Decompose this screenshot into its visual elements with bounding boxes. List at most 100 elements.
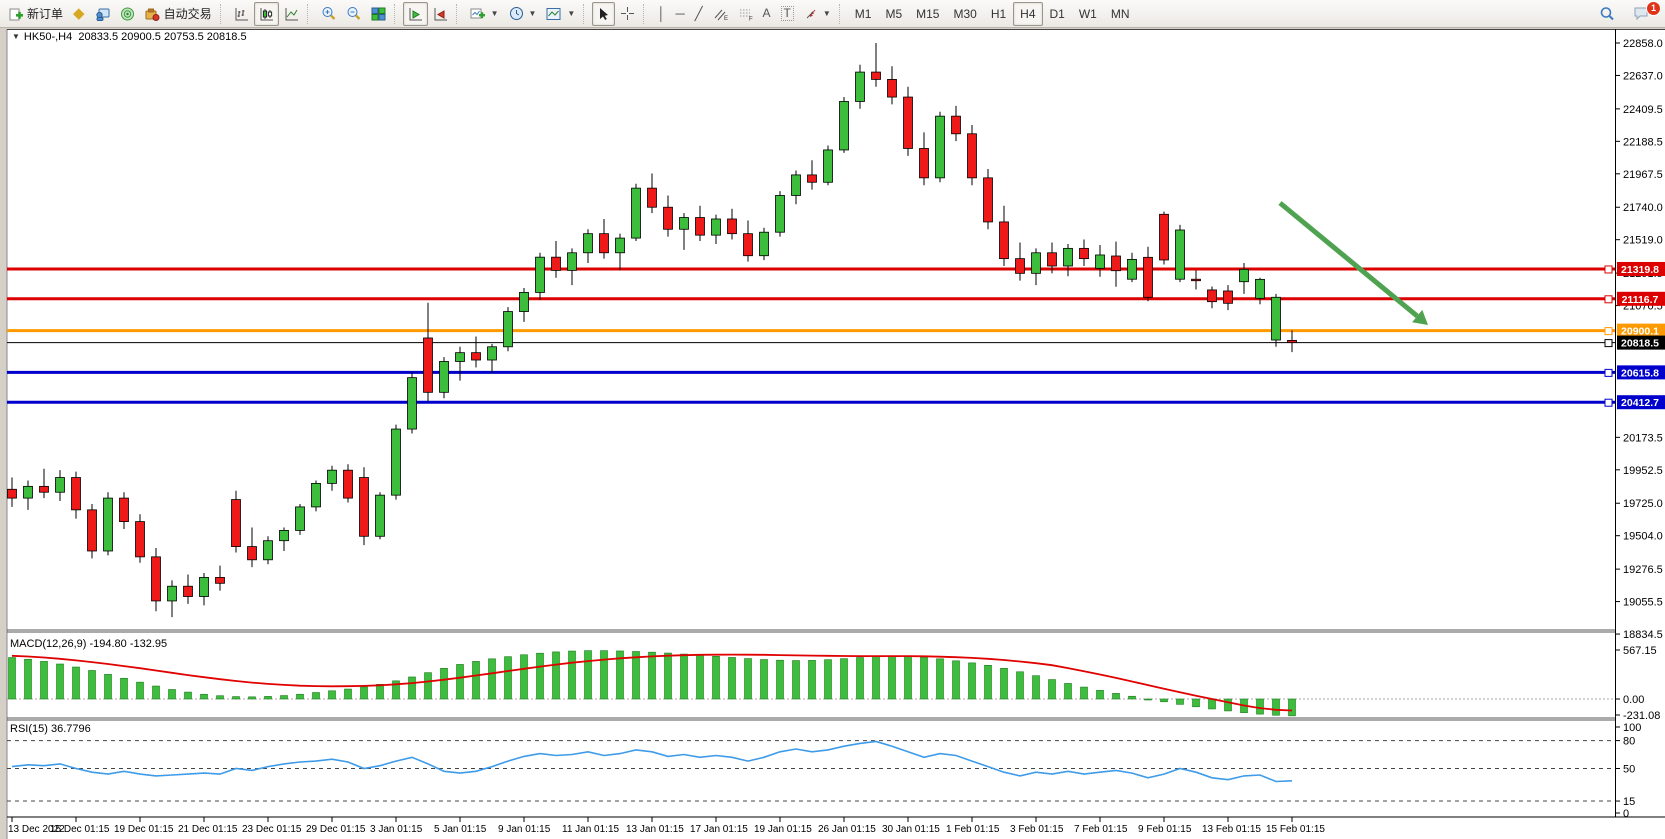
candle-body (391, 428, 401, 496)
price-tag (1617, 365, 1665, 380)
level-line-handle[interactable] (1604, 339, 1613, 348)
candle-body (279, 530, 289, 542)
fibonacci-icon: F (739, 9, 753, 21)
candle-body (887, 79, 897, 98)
timeframe-m1-button[interactable]: M1 (854, 6, 872, 21)
equidistant-channel-button[interactable]: E (708, 2, 733, 26)
chat-button[interactable]: 1 (1628, 0, 1661, 26)
timeframe-h1-button[interactable]: H1 (990, 6, 1007, 21)
text-button[interactable]: A (758, 2, 776, 26)
bar-chart-button[interactable] (229, 2, 254, 26)
timeframe-d1-button[interactable]: D1 (1049, 6, 1065, 21)
price-tag (1617, 261, 1665, 276)
new-chart-dropdown[interactable]: ▼ (465, 2, 504, 26)
auto-scroll-button[interactable] (402, 1, 428, 26)
fibonacci-button[interactable]: F (733, 2, 758, 26)
cursor-button[interactable] (592, 1, 616, 26)
periods-dropdown[interactable]: ▼ (504, 2, 542, 26)
candle-body (839, 101, 849, 151)
notification-badge: 1 (1646, 0, 1661, 16)
candle-body (71, 477, 81, 511)
level-line-handle[interactable] (1604, 398, 1613, 407)
trend-arrow-annotation[interactable] (1278, 201, 1428, 325)
candle-body (727, 218, 737, 235)
timeframe-m15-button[interactable]: M15 (916, 6, 940, 21)
toolbar-separator (838, 3, 845, 24)
auto-trading-button[interactable]: 自动交易 (140, 2, 217, 26)
svg-text:22409.5: 22409.5 (1623, 104, 1663, 116)
timeframe-m30-button[interactable]: M30 (953, 6, 977, 21)
candle-body (295, 506, 305, 531)
candle-body (1143, 256, 1153, 298)
macd-histogram-bar (1032, 675, 1040, 700)
candle-body (55, 477, 65, 493)
candle-body (1255, 278, 1265, 299)
search-icon (1600, 6, 1614, 20)
candlestick-button[interactable] (253, 1, 279, 26)
strategy-tester-button[interactable] (90, 2, 115, 26)
macd-histogram-bar (920, 656, 928, 700)
macd-histogram-bar (1192, 698, 1200, 708)
level-line-handle[interactable] (1604, 295, 1613, 304)
market-watch-button[interactable]: ◆ (68, 2, 90, 26)
candle-body (855, 71, 865, 102)
macd-histogram-bar (376, 684, 384, 700)
zoom-in-button[interactable] (316, 2, 341, 26)
auto-trading-icon (145, 8, 160, 21)
candle-body (583, 233, 593, 254)
horizontal-level-lines[interactable] (7, 267, 1615, 404)
macd-histogram-bar (904, 655, 912, 700)
macd-histogram-bar (72, 666, 80, 700)
line-chart-button[interactable] (279, 2, 304, 26)
search-button[interactable] (1594, 2, 1620, 26)
timeframe-m5-button[interactable]: M5 (885, 6, 903, 21)
level-line-handle[interactable] (1604, 368, 1613, 377)
candle-body (199, 577, 209, 597)
arrows-icon (806, 9, 816, 18)
text-icon: A (762, 6, 771, 20)
candle-body (39, 485, 49, 493)
svg-text:19504.0: 19504.0 (1623, 531, 1663, 543)
macd-histogram-bar (888, 655, 896, 700)
macd-pane[interactable]: 567.15 0.00 -231.08 (7, 645, 1660, 722)
timeframe-mn-button[interactable]: MN (1110, 6, 1130, 21)
svg-text:0.00: 0.00 (1623, 694, 1644, 706)
level-line-handle[interactable] (1604, 265, 1613, 274)
new-order-button[interactable]: 新订单 (4, 2, 68, 26)
time-axis-label: 15 Dec 01:15 (50, 824, 110, 835)
rsi-pane[interactable]: 100 80 50 150 (7, 722, 1641, 820)
svg-text:22188.5: 22188.5 (1623, 136, 1663, 148)
macd-histogram-bar (56, 663, 64, 700)
horizontal-line-button[interactable]: ─ (670, 2, 689, 26)
svg-text:80: 80 (1623, 736, 1635, 748)
vertical-line-button[interactable]: │ (652, 2, 670, 26)
candle-body (679, 217, 689, 230)
timeframe-w1-button[interactable]: W1 (1078, 6, 1097, 21)
crosshair-button[interactable] (615, 2, 640, 26)
signals-button[interactable] (115, 2, 140, 26)
svg-text:22637.0: 22637.0 (1623, 70, 1663, 82)
timeframe-h4-button[interactable]: H4 (1013, 1, 1043, 26)
arrows-dropdown[interactable]: ▼ (799, 2, 836, 26)
macd-histogram-bar (840, 658, 848, 700)
price-tag (1617, 395, 1665, 410)
new-order-label: 新订单 (27, 7, 64, 21)
macd-histogram-bar (472, 661, 480, 700)
candle-body (871, 71, 881, 80)
tile-windows-button[interactable] (366, 2, 391, 26)
templates-dropdown[interactable]: ▼ (541, 2, 580, 26)
svg-text:19276.5: 19276.5 (1623, 564, 1663, 576)
chart-shift-button[interactable] (428, 2, 453, 26)
time-axis-label: 13 Jan 01:15 (626, 824, 684, 835)
candle-body (775, 195, 785, 233)
candle-body (1015, 258, 1025, 274)
level-line-handle[interactable] (1604, 327, 1613, 336)
chart-title-dropdown-icon[interactable]: ▼ (12, 32, 20, 41)
zoom-out-button[interactable] (341, 2, 366, 26)
text-label-button[interactable]: T (776, 2, 799, 26)
strategy-tester-icon (95, 8, 110, 21)
trendline-button[interactable]: ╱ (690, 2, 708, 26)
macd-histogram-bar (1016, 671, 1024, 700)
